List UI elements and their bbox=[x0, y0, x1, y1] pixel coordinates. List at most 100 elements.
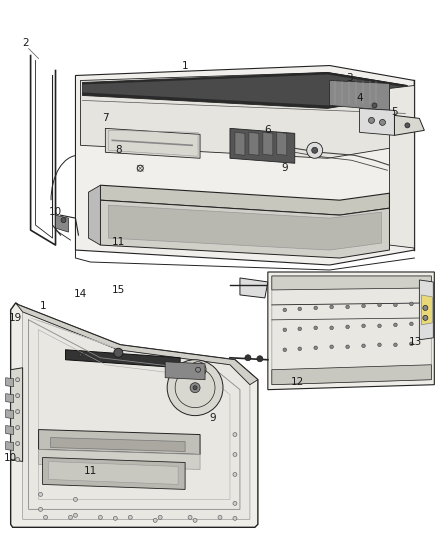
Text: 9: 9 bbox=[210, 413, 216, 423]
Text: 11: 11 bbox=[84, 466, 97, 477]
Text: 10: 10 bbox=[4, 453, 17, 463]
Circle shape bbox=[16, 425, 20, 430]
Circle shape bbox=[314, 346, 318, 350]
Polygon shape bbox=[66, 350, 180, 368]
Circle shape bbox=[16, 378, 20, 382]
Text: 11: 11 bbox=[112, 237, 125, 247]
Text: 1: 1 bbox=[182, 61, 188, 70]
Polygon shape bbox=[6, 410, 14, 418]
Polygon shape bbox=[389, 85, 414, 248]
Circle shape bbox=[283, 308, 286, 312]
Circle shape bbox=[394, 323, 397, 327]
Polygon shape bbox=[6, 378, 14, 386]
Circle shape bbox=[99, 515, 102, 519]
Circle shape bbox=[307, 142, 323, 158]
Circle shape bbox=[314, 306, 318, 310]
Circle shape bbox=[346, 305, 350, 309]
Polygon shape bbox=[272, 365, 431, 385]
Polygon shape bbox=[277, 132, 287, 155]
Circle shape bbox=[346, 345, 350, 349]
Circle shape bbox=[74, 513, 78, 518]
Polygon shape bbox=[6, 394, 14, 402]
Polygon shape bbox=[165, 362, 205, 379]
Circle shape bbox=[233, 453, 237, 456]
Circle shape bbox=[79, 353, 82, 356]
Circle shape bbox=[378, 343, 381, 346]
Circle shape bbox=[372, 103, 377, 108]
Circle shape bbox=[61, 217, 66, 223]
Circle shape bbox=[233, 516, 237, 520]
Polygon shape bbox=[421, 295, 432, 325]
Circle shape bbox=[233, 502, 237, 505]
Circle shape bbox=[378, 303, 381, 306]
Polygon shape bbox=[100, 200, 389, 258]
Polygon shape bbox=[6, 425, 14, 434]
Circle shape bbox=[362, 304, 365, 308]
Text: 4: 4 bbox=[356, 93, 363, 103]
Circle shape bbox=[74, 497, 78, 502]
Text: 1: 1 bbox=[40, 301, 47, 311]
Circle shape bbox=[128, 515, 132, 519]
Polygon shape bbox=[330, 80, 389, 110]
Circle shape bbox=[190, 383, 200, 393]
Circle shape bbox=[346, 325, 350, 329]
Polygon shape bbox=[108, 205, 381, 250]
Polygon shape bbox=[75, 66, 414, 265]
Polygon shape bbox=[39, 449, 200, 470]
Circle shape bbox=[153, 518, 157, 522]
Circle shape bbox=[410, 302, 413, 306]
Circle shape bbox=[423, 316, 428, 320]
Polygon shape bbox=[11, 303, 258, 527]
Circle shape bbox=[362, 324, 365, 328]
Circle shape bbox=[218, 515, 222, 519]
Circle shape bbox=[39, 492, 42, 496]
Polygon shape bbox=[419, 280, 433, 340]
Text: 15: 15 bbox=[112, 285, 125, 295]
Circle shape bbox=[233, 433, 237, 437]
Circle shape bbox=[330, 345, 333, 349]
Circle shape bbox=[39, 507, 42, 511]
Circle shape bbox=[330, 305, 333, 309]
Circle shape bbox=[312, 147, 318, 154]
Circle shape bbox=[405, 123, 410, 128]
Circle shape bbox=[330, 326, 333, 329]
Circle shape bbox=[193, 518, 197, 522]
Polygon shape bbox=[230, 128, 295, 163]
Circle shape bbox=[193, 386, 197, 390]
Circle shape bbox=[68, 515, 72, 519]
Text: 6: 6 bbox=[265, 125, 271, 135]
Polygon shape bbox=[56, 215, 68, 232]
Polygon shape bbox=[263, 132, 273, 155]
Polygon shape bbox=[23, 312, 250, 519]
Polygon shape bbox=[39, 430, 200, 455]
Polygon shape bbox=[82, 72, 406, 108]
Polygon shape bbox=[100, 185, 389, 215]
Circle shape bbox=[16, 457, 20, 462]
Polygon shape bbox=[360, 108, 395, 135]
Polygon shape bbox=[272, 276, 431, 385]
Polygon shape bbox=[235, 132, 245, 155]
Circle shape bbox=[314, 326, 318, 329]
Polygon shape bbox=[240, 278, 268, 298]
Circle shape bbox=[188, 515, 192, 519]
Text: 8: 8 bbox=[115, 146, 122, 155]
Text: 19: 19 bbox=[9, 313, 22, 323]
Circle shape bbox=[167, 360, 223, 416]
Polygon shape bbox=[395, 116, 424, 135]
Circle shape bbox=[394, 343, 397, 346]
Text: 2: 2 bbox=[22, 38, 29, 47]
Circle shape bbox=[298, 307, 301, 311]
Circle shape bbox=[394, 303, 397, 306]
Text: 3: 3 bbox=[346, 74, 353, 84]
Circle shape bbox=[283, 328, 286, 332]
Circle shape bbox=[298, 347, 301, 351]
Text: 14: 14 bbox=[74, 289, 87, 299]
Circle shape bbox=[158, 515, 162, 519]
Circle shape bbox=[233, 472, 237, 477]
Polygon shape bbox=[49, 462, 178, 484]
Circle shape bbox=[283, 348, 286, 352]
Polygon shape bbox=[82, 75, 406, 106]
Text: 12: 12 bbox=[291, 377, 304, 387]
Polygon shape bbox=[50, 438, 185, 451]
Polygon shape bbox=[42, 457, 185, 489]
